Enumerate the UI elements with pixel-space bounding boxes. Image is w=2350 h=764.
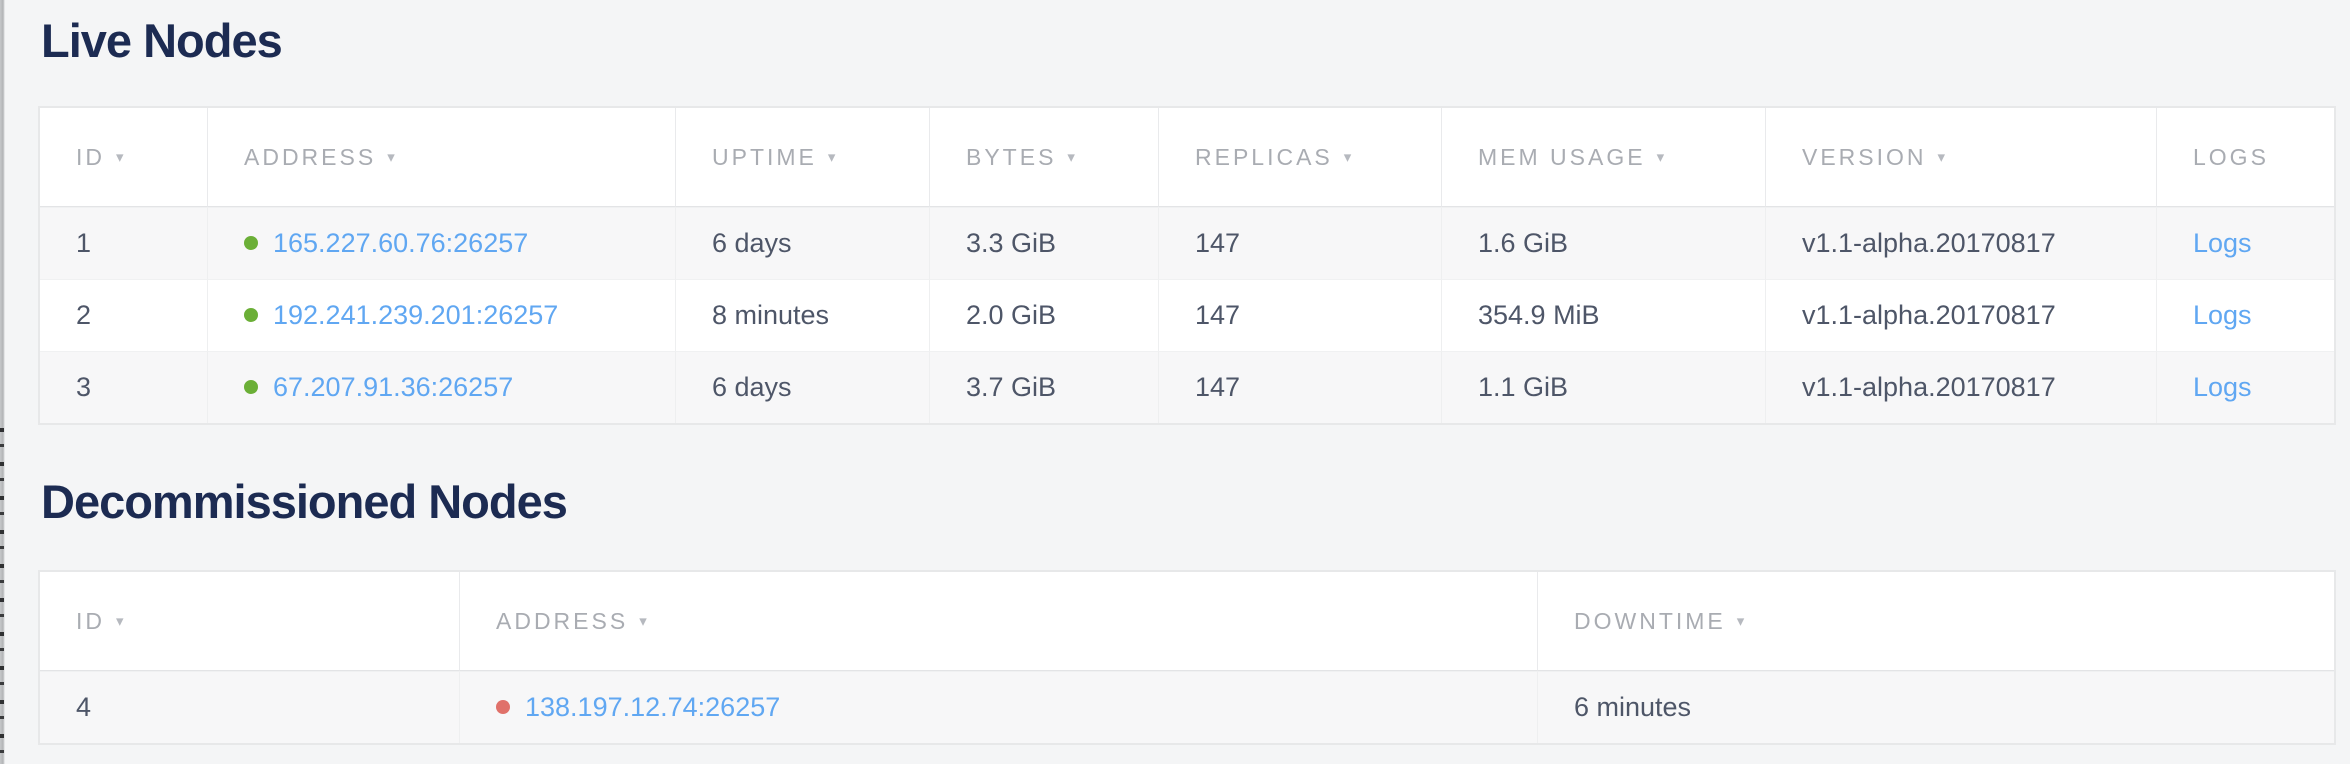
table-row: 4 138.197.12.74:26257 6 minutes [40,671,2334,743]
column-label: ID [76,143,105,170]
sort-arrow-icon: ▾ [639,611,647,630]
live-nodes-table: ID ▾ ADDRESS ▾ UPTIME ▾ BYTES ▾ REPLICAS ▾ ME… [38,106,2336,425]
column-label: BYTES [966,143,1057,170]
cell-node-id: 2 [40,279,207,351]
column-label: UPTIME [712,143,817,170]
column-header-version[interactable]: VERSION ▾ [1765,108,2156,207]
cell-node-address: 138.197.12.74:26257 [459,671,1537,743]
node-address-link[interactable]: 165.227.60.76:26257 [273,228,529,258]
sort-arrow-icon: ▾ [1656,147,1665,166]
node-live-status-icon [244,380,258,394]
cell-logs: Logs [2156,207,2334,279]
decommissioned-table-header-row: ID ▾ ADDRESS ▾ DOWNTIME ▾ [40,572,2334,671]
cell-node-address: 165.227.60.76:26257 [207,207,675,279]
cell-version: v1.1-alpha.20170817 [1765,279,2156,351]
cell-replicas: 147 [1158,351,1441,423]
column-header-address[interactable]: ADDRESS ▾ [207,108,675,207]
cell-bytes: 3.7 GiB [929,351,1158,423]
cell-mem-usage: 1.6 GiB [1441,207,1765,279]
decommissioned-nodes-table: ID ▾ ADDRESS ▾ DOWNTIME ▾ 4 138.197.12.74:2… [38,570,2336,745]
live-table-header-row: ID ▾ ADDRESS ▾ UPTIME ▾ BYTES ▾ REPLICAS ▾ ME… [40,108,2334,207]
cell-uptime: 6 days [675,351,929,423]
column-header-address[interactable]: ADDRESS ▾ [459,572,1537,671]
column-label: MEM USAGE [1478,143,1646,170]
node-live-status-icon [244,236,258,250]
logs-link[interactable]: Logs [2193,228,2252,258]
column-header-bytes[interactable]: BYTES ▾ [929,108,1158,207]
cell-bytes: 2.0 GiB [929,279,1158,351]
table-row: 2 192.241.239.201:26257 8 minutes 2.0 Gi… [40,279,2334,351]
node-live-status-icon [244,308,258,322]
column-label: LOGS [2193,143,2269,170]
logs-link[interactable]: Logs [2193,300,2252,330]
sort-arrow-icon: ▾ [1937,147,1946,166]
decommissioned-nodes-heading: Decommissioned Nodes [41,475,568,528]
column-label: REPLICAS [1195,143,1333,170]
table-row: 1 165.227.60.76:26257 6 days 3.3 GiB 147… [40,207,2334,279]
column-header-logs: LOGS [2156,108,2334,207]
cell-version: v1.1-alpha.20170817 [1765,207,2156,279]
cell-logs: Logs [2156,351,2334,423]
cell-uptime: 8 minutes [675,279,929,351]
cell-logs: Logs [2156,279,2334,351]
cell-downtime: 6 minutes [1537,671,2334,743]
cell-mem-usage: 354.9 MiB [1441,279,1765,351]
cell-node-address: 67.207.91.36:26257 [207,351,675,423]
cell-version: v1.1-alpha.20170817 [1765,351,2156,423]
sort-arrow-icon: ▾ [1343,147,1352,166]
sort-arrow-icon: ▾ [1736,611,1745,630]
cell-mem-usage: 1.1 GiB [1441,351,1765,423]
column-header-id[interactable]: ID ▾ [40,108,207,207]
window-edge-artifact [0,0,5,764]
cell-uptime: 6 days [675,207,929,279]
column-header-replicas[interactable]: REPLICAS ▾ [1158,108,1441,207]
node-decommissioned-status-icon [496,700,510,714]
cell-replicas: 147 [1158,207,1441,279]
column-header-downtime[interactable]: DOWNTIME ▾ [1537,572,2334,671]
cell-node-address: 192.241.239.201:26257 [207,279,675,351]
column-label: ADDRESS [244,143,377,170]
sort-arrow-icon: ▾ [116,611,124,630]
node-address-link[interactable]: 67.207.91.36:26257 [273,372,514,402]
column-label: VERSION [1802,143,1927,170]
column-label: DOWNTIME [1574,607,1726,634]
live-nodes-heading: Live Nodes [41,14,283,67]
column-header-id[interactable]: ID ▾ [40,572,459,671]
sort-arrow-icon: ▾ [387,147,395,166]
cell-node-id: 1 [40,207,207,279]
cell-node-id: 4 [40,671,459,743]
cell-node-id: 3 [40,351,207,423]
node-address-link[interactable]: 192.241.239.201:26257 [273,300,559,330]
column-label: ID [76,607,105,634]
logs-link[interactable]: Logs [2193,372,2252,402]
cell-bytes: 3.3 GiB [929,207,1158,279]
sort-arrow-icon: ▾ [116,147,124,166]
sort-arrow-icon: ▾ [827,147,836,166]
table-row: 3 67.207.91.36:26257 6 days 3.7 GiB 147 … [40,351,2334,423]
column-label: ADDRESS [496,607,629,634]
cell-replicas: 147 [1158,279,1441,351]
node-address-link[interactable]: 138.197.12.74:26257 [525,692,781,722]
sort-arrow-icon: ▾ [1067,147,1075,166]
column-header-uptime[interactable]: UPTIME ▾ [675,108,929,207]
window-edge-dashes [0,428,4,764]
column-header-mem-usage[interactable]: MEM USAGE ▾ [1441,108,1765,207]
